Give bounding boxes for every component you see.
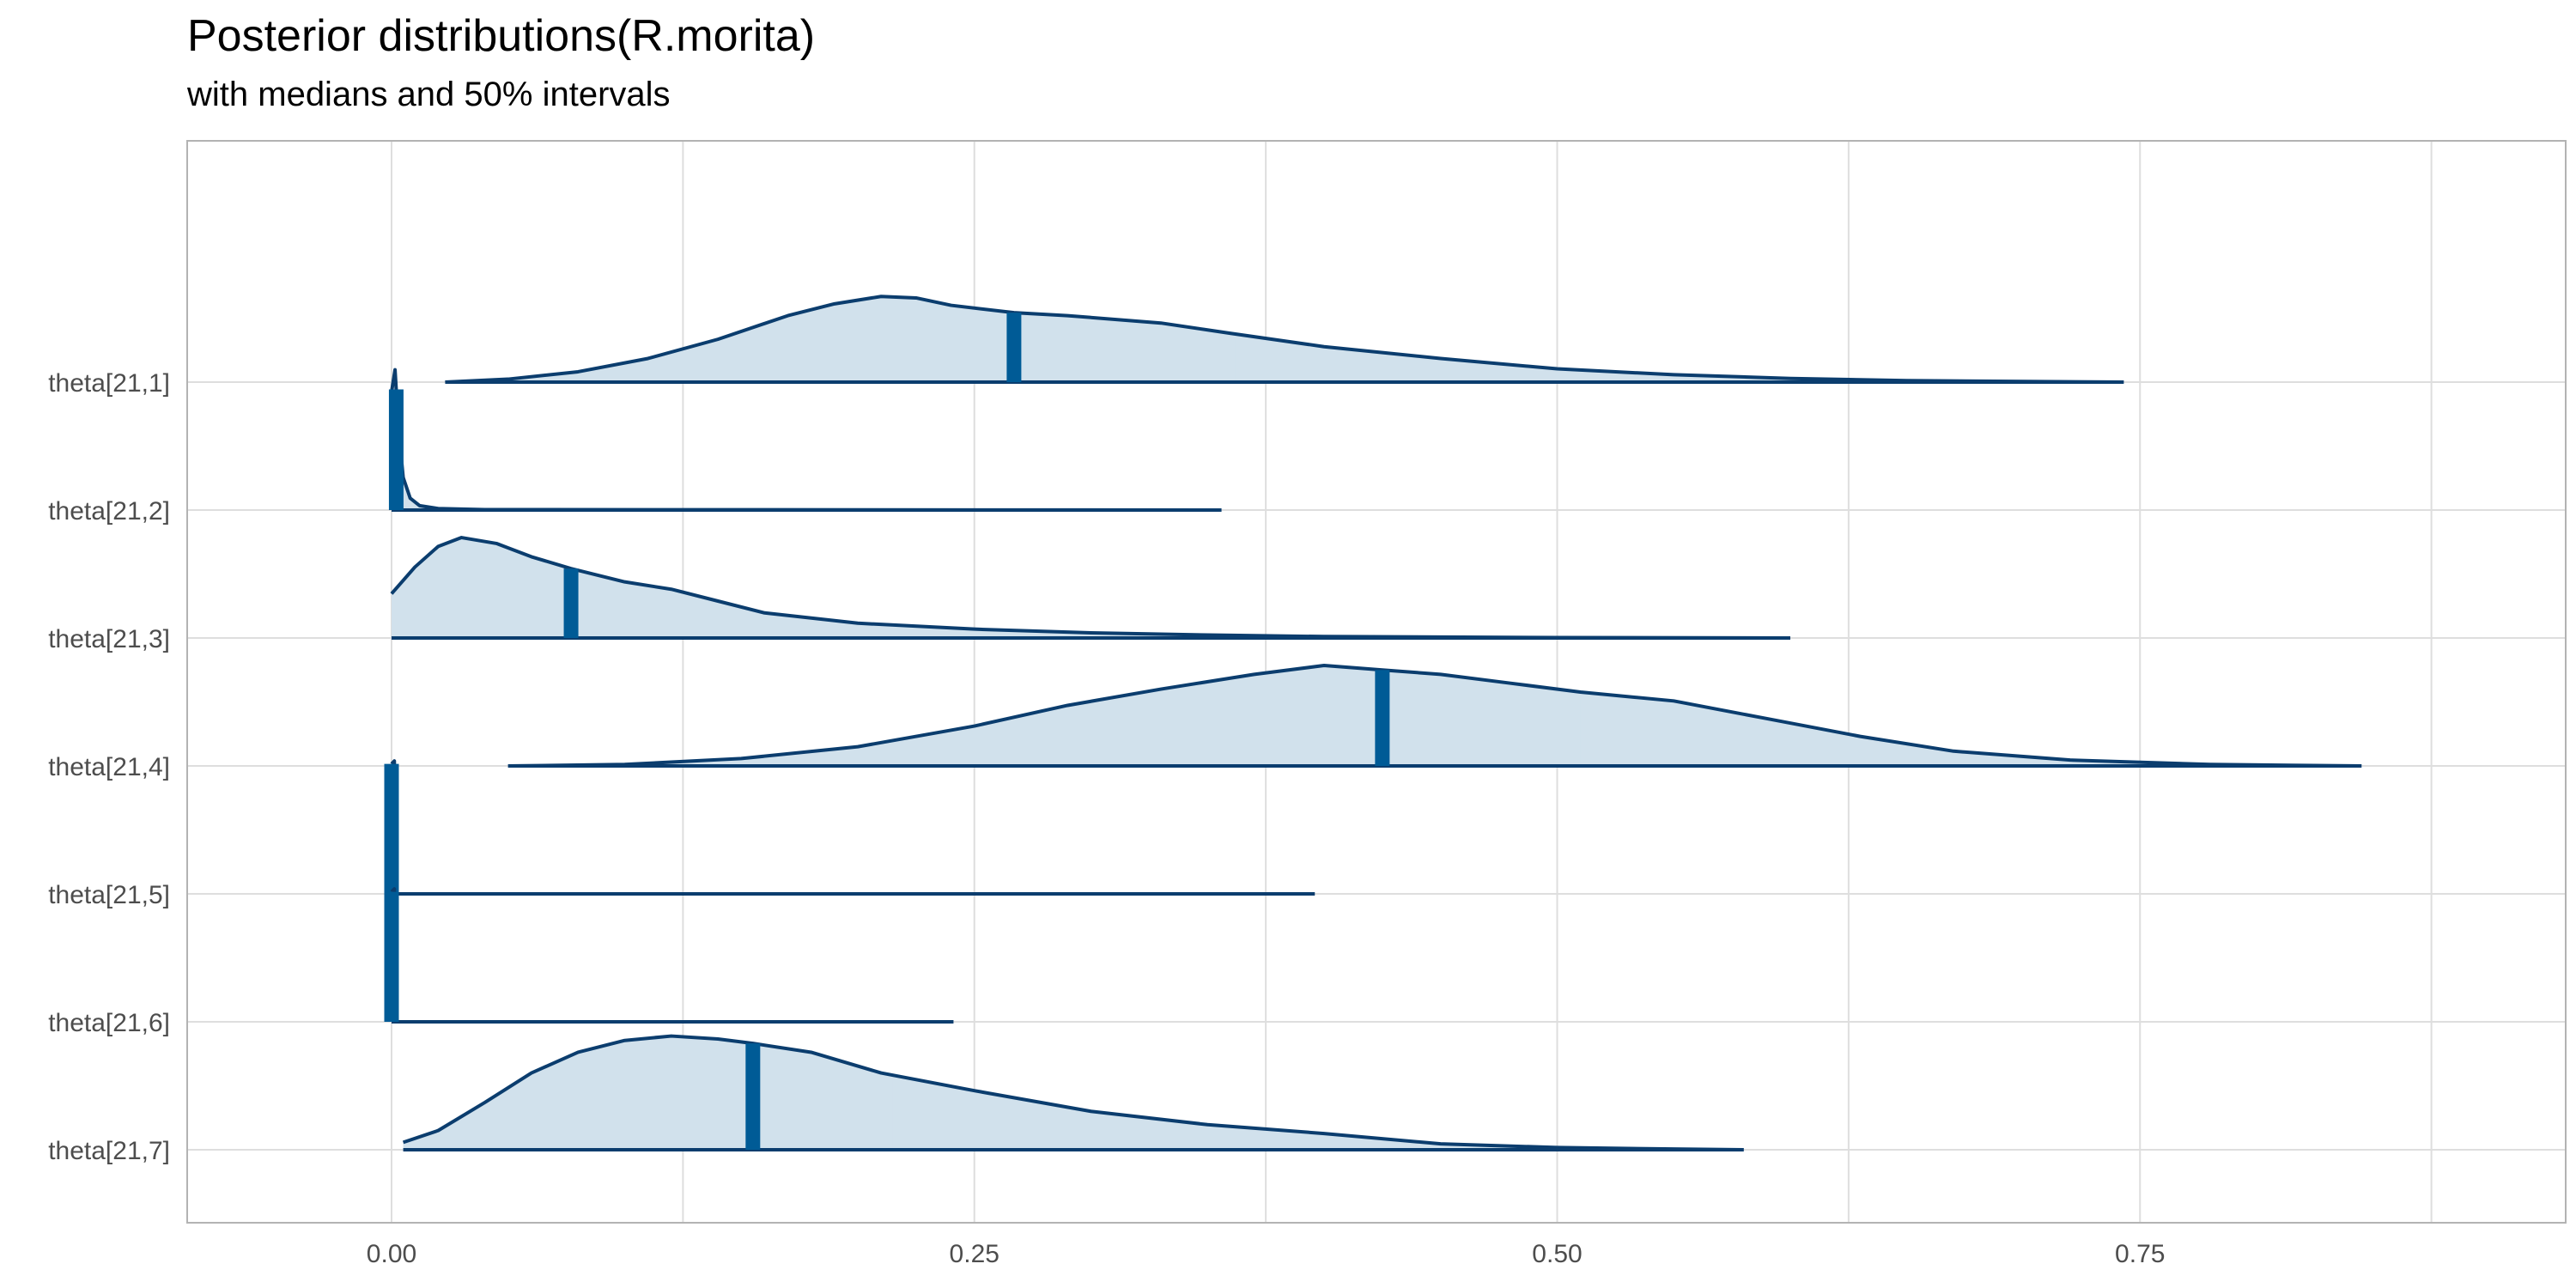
x-tick-label: 0.00: [367, 1240, 416, 1268]
y-tick-label: theta[21,5]: [48, 881, 170, 909]
density-fill: [392, 369, 1222, 510]
density-curve: [390, 536, 1791, 640]
interval-fill: [484, 541, 683, 638]
density-curve: [390, 759, 1315, 896]
panel-border: [186, 140, 2567, 1224]
density-curve: [390, 887, 954, 1024]
y-tick-label: theta[21,6]: [48, 1009, 170, 1037]
y-tick-label: theta[21,7]: [48, 1137, 170, 1165]
density-curve: [507, 664, 2362, 768]
chart-subtitle: with medians and 50% intervals: [187, 76, 671, 113]
x-tick-label: 0.50: [1532, 1240, 1582, 1268]
x-tick-labels: 0.00 0.25 0.50 0.75: [367, 1240, 2166, 1268]
y-tick-label: theta[21,4]: [48, 753, 170, 781]
interval-fill: [1207, 665, 1581, 766]
y-tick-label: theta[21,1]: [48, 369, 170, 398]
ridge-5: [384, 759, 1315, 896]
ridge-2: [388, 368, 1222, 512]
x-tick-label: 0.75: [2115, 1240, 2165, 1268]
density-fill: [392, 761, 1315, 894]
density-fill: [392, 889, 954, 1022]
y-tick-label: theta[21,2]: [48, 497, 170, 526]
ridges-layer: [384, 295, 2362, 1151]
ridge-4: [507, 664, 2362, 768]
x-tick-label: 0.25: [950, 1240, 999, 1268]
interval-fill: [823, 296, 1236, 382]
density-fill: [392, 538, 1790, 638]
ridge-3: [390, 536, 1791, 640]
ridge-6: [384, 887, 954, 1024]
y-tick-label: theta[21,3]: [48, 625, 170, 653]
y-tick-labels: theta[21,1] theta[21,2] theta[21,3] theta[2…: [48, 369, 170, 1165]
ridge-1: [445, 295, 2124, 384]
chart-title: Posterior distributions(R.morita): [187, 11, 816, 61]
density-curve: [390, 368, 1222, 512]
density-fill: [403, 1036, 1744, 1150]
density-curve: [402, 1034, 1744, 1151]
ridge-7: [402, 1034, 1744, 1151]
density-fill: [445, 296, 2124, 382]
